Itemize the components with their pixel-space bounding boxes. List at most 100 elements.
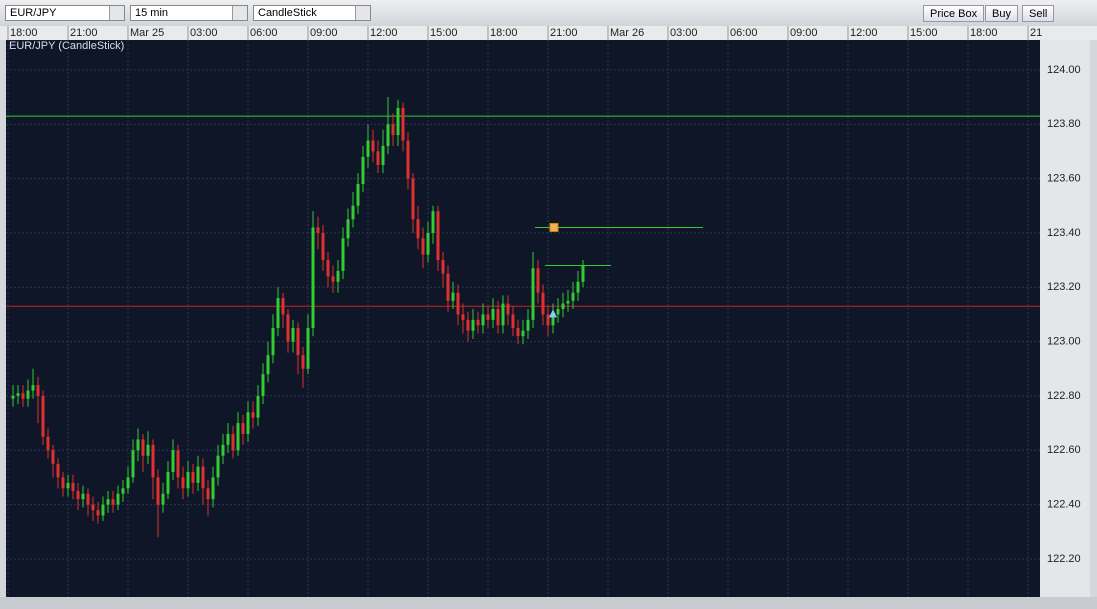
candle-body — [71, 482, 75, 492]
y-tick-label: 122.60 — [1047, 444, 1081, 456]
order-marker — [549, 222, 559, 232]
candle-body — [501, 303, 505, 326]
x-tick-label: 12:00 — [850, 27, 878, 39]
candle-body — [511, 314, 515, 329]
candle-body — [41, 395, 45, 437]
candle-body — [116, 493, 120, 505]
candle-body — [446, 273, 450, 301]
candle-body — [546, 314, 550, 326]
candle-body — [101, 504, 105, 516]
candle-body — [281, 298, 285, 315]
plot-area — [6, 40, 1040, 597]
candle-body — [301, 355, 305, 369]
candle-body — [136, 439, 140, 451]
candle-body — [141, 439, 145, 456]
symbol-select[interactable]: EUR/JPY — [5, 5, 125, 21]
y-tick-label: 122.40 — [1047, 499, 1081, 511]
signal-marker — [549, 309, 557, 318]
candle-body — [386, 124, 390, 146]
x-tick-label: 18:00 — [10, 27, 38, 39]
candle-body — [76, 491, 80, 500]
candle-body — [256, 395, 260, 418]
x-tick-label: 18:00 — [970, 27, 998, 39]
chart-title: EUR/JPY (CandleStick) — [9, 40, 124, 52]
candle-body — [156, 477, 160, 505]
price-axis-bar — [1040, 40, 1090, 597]
y-tick-label: 122.20 — [1047, 553, 1081, 565]
candle-body — [106, 499, 110, 505]
candle-body — [201, 466, 205, 489]
y-tick-label: 123.00 — [1047, 336, 1081, 348]
candle-body — [26, 390, 30, 399]
candle-body — [541, 292, 545, 315]
candle-body — [186, 472, 190, 489]
candle-body — [336, 270, 340, 282]
candle-body — [506, 303, 510, 315]
chart: EUR/JPY (CandleStick) 122.20 122.40 122.60… — [0, 26, 1097, 609]
sell-button[interactable]: Sell — [1022, 5, 1055, 22]
candle-body — [381, 145, 385, 165]
x-tick-label: 21 — [1030, 27, 1042, 39]
x-tick-label: 15:00 — [910, 27, 938, 39]
candle-body — [181, 477, 185, 489]
candle-body — [56, 463, 60, 478]
candle-body — [296, 328, 300, 356]
candle-body — [216, 455, 220, 478]
candle-body — [416, 219, 420, 239]
scrollbar[interactable] — [0, 597, 1097, 609]
candle-body — [126, 477, 130, 489]
candle-body — [271, 328, 275, 356]
style-select[interactable]: CandleStick — [253, 5, 371, 21]
candle-body — [426, 232, 430, 255]
candle-body — [396, 107, 400, 136]
candle-body — [346, 219, 350, 239]
candle-body — [526, 319, 530, 331]
y-tick-label: 123.80 — [1047, 118, 1081, 130]
candle-body — [166, 472, 170, 494]
price-box-button[interactable]: Price Box — [923, 5, 985, 22]
candle-body — [321, 232, 325, 261]
y-tick-label: 123.40 — [1047, 227, 1081, 239]
candle-body — [411, 178, 415, 220]
candle-body — [561, 303, 565, 309]
x-tick-label: 15:00 — [430, 27, 458, 39]
candle-body — [351, 205, 355, 220]
candle-body — [161, 493, 165, 505]
candle-body — [96, 510, 100, 516]
candle-body — [476, 319, 480, 326]
candle-body — [291, 328, 295, 342]
buy-button[interactable]: Buy — [985, 5, 1018, 22]
candle-body — [491, 308, 495, 320]
x-tick-label: 03:00 — [190, 27, 218, 39]
candle-body — [516, 328, 520, 337]
candle-body — [211, 477, 215, 500]
candle-body — [91, 504, 95, 511]
candle-body — [176, 450, 180, 478]
candle-body — [421, 238, 425, 255]
candle-body — [306, 328, 310, 369]
candle-body — [66, 482, 70, 489]
candle-body — [191, 472, 195, 483]
candle-body — [401, 107, 405, 141]
candle-body — [16, 393, 20, 396]
candle-body — [576, 281, 580, 293]
interval-select[interactable]: 15 min — [130, 5, 248, 21]
candle-body — [556, 308, 560, 315]
candle-body — [341, 238, 345, 271]
candle-body — [36, 385, 40, 396]
candle-body — [236, 423, 240, 451]
y-tick-label: 123.20 — [1047, 281, 1081, 293]
x-tick-label: 21:00 — [550, 27, 578, 39]
x-tick-label: 18:00 — [490, 27, 518, 39]
candle-body — [451, 292, 455, 301]
candle-body — [121, 488, 125, 494]
candle-body — [456, 292, 460, 315]
candle-body — [466, 319, 470, 331]
candle-body — [241, 423, 245, 434]
candle-body — [581, 265, 585, 282]
candle-body — [81, 493, 85, 500]
candle-body — [316, 227, 320, 233]
candle-body — [221, 444, 225, 456]
candle-body — [481, 314, 485, 326]
candle-body — [226, 433, 230, 445]
